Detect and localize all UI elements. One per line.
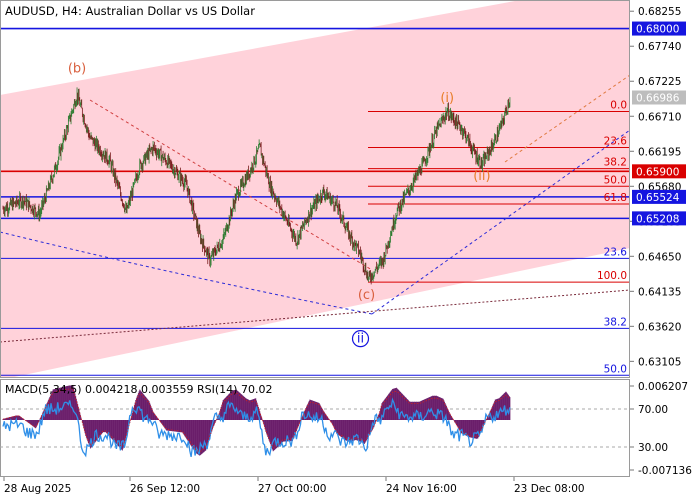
price-tag-label: 0.65208 [636, 213, 679, 225]
price-tag-label: 0.65524 [636, 192, 680, 204]
price-tick-label: 0.63105 [638, 356, 681, 368]
fibo-blue-label: 38.2 [604, 316, 627, 328]
fibo-red-label: 23.6 [604, 136, 628, 148]
indicator-tick-label: 30.00 [638, 442, 668, 454]
price-tick-label: 0.64135 [638, 286, 681, 298]
wave-label: (b) [68, 62, 86, 77]
time-tick-label: 23 Dec 08:00 [514, 483, 585, 495]
wave-label: ii [357, 332, 364, 347]
indicator-label: MACD(5,34,5) 0.004218 0.003559 RSI(14) 7… [5, 383, 272, 396]
price-tag-label: 0.65900 [636, 166, 679, 178]
price-tag [632, 90, 686, 105]
wave-label: (c) [358, 288, 375, 303]
indicator-tick-label: 70.00 [638, 404, 668, 416]
fibo-blue-label: 23.6 [604, 246, 628, 258]
main-pane [0, 0, 630, 378]
price-tag-label: 0.66986 [636, 92, 680, 104]
fibo-red-label: 100.0 [597, 270, 627, 282]
price-tag [632, 21, 686, 36]
time-tick-label: 26 Sep 12:00 [130, 483, 200, 495]
indicator-tick-label: 0.006207 [638, 381, 688, 393]
rsi-line [2, 397, 511, 458]
price-tick-label: 0.66195 [638, 146, 681, 158]
channel-band [0, 0, 630, 378]
price-tick-label: 0.63620 [638, 321, 681, 333]
fibo-blue-label: 50.0 [604, 363, 627, 375]
indicator-tick-label: -0.007136 [638, 465, 692, 477]
wave-circle [351, 330, 370, 348]
fibo-red-label: 61.8 [604, 192, 627, 204]
time-tick-label: 24 Nov 16:00 [386, 483, 457, 495]
main-pane-frame [0, 0, 630, 378]
chart-title: AUDUSD, H4: Australian Dollar vs US Doll… [5, 4, 255, 18]
projection-line [504, 74, 630, 163]
fibo-red-label: 0.0 [610, 99, 627, 111]
price-tag [632, 211, 686, 226]
wave-label: (i) [440, 91, 454, 106]
price-tick-label: 0.66710 [638, 111, 681, 123]
fibo-red-label: 38.2 [604, 157, 627, 169]
time-tick-label: 27 Oct 00:00 [258, 483, 326, 495]
price-tick-label: 0.67225 [638, 76, 681, 88]
price-tick-label: 0.64650 [638, 251, 681, 263]
fibo-red-label: 50.0 [604, 174, 627, 186]
price-tick-label: 0.68255 [638, 6, 681, 18]
wave-trend-line [89, 99, 373, 271]
price-tag-label: 0.68000 [636, 24, 679, 36]
wave-trend-line [371, 129, 630, 315]
price-tick-label: 0.67740 [638, 41, 681, 53]
price-tag [632, 164, 686, 179]
price-tag [632, 189, 686, 204]
time-tick-label: 28 Aug 2025 [4, 483, 71, 495]
wave-trend-line [0, 231, 373, 315]
support-trend-line [0, 289, 630, 343]
wave-label: (ii) [473, 169, 490, 184]
